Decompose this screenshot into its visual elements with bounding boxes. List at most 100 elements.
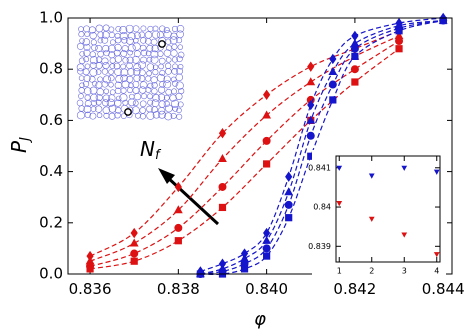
marker: [329, 96, 337, 104]
fit-curve: [89, 30, 400, 257]
particle: [119, 31, 128, 40]
particle: [126, 56, 134, 64]
annotation-sub: f: [155, 148, 162, 163]
particle: [147, 99, 154, 106]
x-tick-label: 0.840: [245, 280, 288, 298]
y-tick-label: 0.4: [39, 162, 63, 180]
particle: [102, 75, 111, 84]
particle: [176, 107, 182, 114]
particle: [175, 81, 184, 90]
particle: [159, 69, 166, 76]
marker: [86, 265, 94, 273]
particle: [150, 50, 159, 59]
marker: [395, 27, 403, 35]
x-tick-label: 0.842: [333, 280, 376, 298]
particle: [114, 111, 121, 119]
particle: [146, 111, 155, 120]
particle: [132, 25, 140, 33]
particle: [165, 38, 172, 45]
particle: [76, 111, 85, 120]
marker: [329, 53, 337, 65]
marker: [263, 252, 271, 260]
particle: [103, 49, 110, 57]
marker: [262, 110, 272, 119]
particle: [115, 75, 124, 83]
marker: [306, 77, 316, 86]
particle: [101, 36, 109, 44]
particle: [108, 112, 116, 120]
marker: [351, 30, 359, 42]
x-tick-label: 3: [402, 267, 407, 276]
marker: [336, 201, 343, 207]
marker: [174, 237, 182, 245]
particle: [152, 69, 159, 76]
particle: [119, 93, 128, 102]
particle: [83, 43, 91, 51]
particle: [108, 74, 115, 82]
marker: [307, 61, 315, 72]
particle: [101, 80, 109, 88]
particle: [119, 26, 128, 35]
particle: [108, 82, 114, 88]
particle: [120, 74, 128, 83]
marker: [395, 37, 404, 46]
particle: [177, 44, 183, 50]
marker: [350, 44, 359, 53]
particle: [90, 93, 99, 102]
y-axis-label: PJ: [7, 137, 33, 153]
particle: [101, 68, 109, 75]
marker: [433, 169, 440, 175]
particle: [147, 82, 154, 89]
plot-frame: [67, 17, 453, 275]
particle: [91, 80, 98, 87]
particle: [150, 55, 159, 64]
particle: [157, 50, 164, 57]
marker: [174, 181, 182, 193]
marker: [240, 253, 249, 262]
particle: [107, 44, 116, 53]
particle: [121, 37, 128, 44]
particle: [175, 92, 183, 101]
particle: [95, 105, 103, 113]
particle: [108, 69, 114, 75]
particle: [102, 106, 111, 115]
particle: [176, 24, 185, 33]
particle: [116, 95, 122, 102]
particle: [127, 68, 135, 76]
x-tick-label: 0.838: [157, 280, 200, 298]
particle: [89, 56, 99, 65]
particle: [95, 62, 103, 69]
particle: [151, 106, 158, 113]
particle: [163, 27, 170, 34]
y-tick-label: 0.84: [313, 203, 331, 212]
y-tick-label: 0.0: [39, 265, 63, 283]
marker: [284, 187, 294, 196]
particle: [165, 57, 172, 63]
marker: [433, 252, 440, 258]
particle: [177, 101, 184, 108]
particle: [102, 94, 111, 102]
particle: [151, 44, 159, 53]
particle: [109, 39, 116, 46]
marker: [85, 256, 95, 265]
particle: [158, 86, 166, 94]
particle: [114, 43, 122, 52]
y-label-sub: J: [18, 137, 33, 144]
particle: [90, 99, 98, 107]
particle: [141, 93, 148, 100]
particle: [176, 37, 183, 44]
particle: [115, 26, 122, 32]
particle: [133, 63, 142, 72]
marker: [284, 200, 293, 209]
particle: [139, 100, 147, 108]
particle: [176, 113, 183, 120]
inset-background: [312, 150, 446, 276]
particle: [140, 25, 147, 32]
particle: [158, 63, 164, 70]
particle: [91, 44, 98, 51]
particle: [127, 44, 136, 52]
particle: [171, 43, 178, 50]
particle: [159, 25, 166, 32]
marker: [173, 205, 183, 214]
